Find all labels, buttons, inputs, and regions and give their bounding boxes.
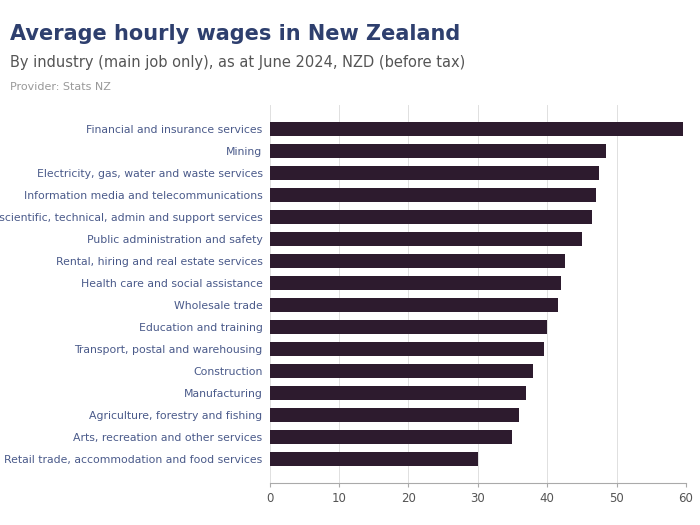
Bar — [270, 232, 582, 246]
Bar — [270, 166, 599, 180]
Bar — [270, 452, 477, 466]
Text: By industry (main job only), as at June 2024, NZD (before tax): By industry (main job only), as at June … — [10, 55, 466, 70]
Text: Average hourly wages in New Zealand: Average hourly wages in New Zealand — [10, 24, 461, 44]
Bar — [270, 254, 564, 268]
Bar — [270, 408, 519, 422]
Bar — [270, 298, 558, 312]
Bar — [270, 320, 547, 334]
Text: figure.nz: figure.nz — [592, 14, 672, 32]
Bar — [270, 122, 682, 136]
Text: Provider: Stats NZ: Provider: Stats NZ — [10, 82, 111, 92]
Bar — [270, 386, 526, 400]
Bar — [270, 188, 596, 202]
Bar — [270, 144, 606, 158]
Bar — [270, 210, 592, 224]
Bar — [270, 364, 533, 378]
Bar — [270, 276, 561, 290]
Bar — [270, 342, 544, 356]
Bar — [270, 430, 512, 444]
